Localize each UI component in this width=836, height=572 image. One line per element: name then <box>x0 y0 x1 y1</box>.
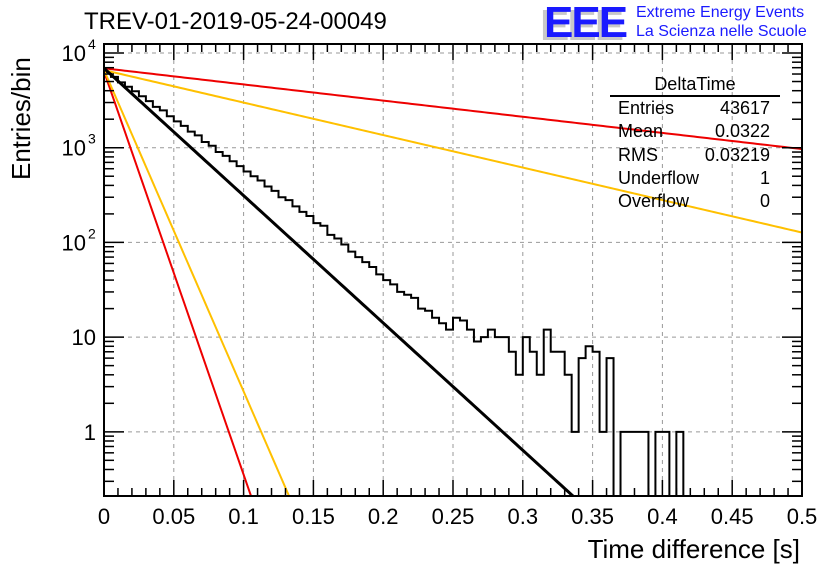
stats-row-underflow: Underflow 1 <box>610 167 780 190</box>
stats-label: Overflow <box>618 191 690 212</box>
x-tick-label: 0.25 <box>432 504 475 529</box>
stats-label: RMS <box>618 144 658 165</box>
x-tick-label: 0 <box>98 504 110 529</box>
stats-value: 0 <box>759 191 770 212</box>
curve-lower-yellow <box>104 69 291 496</box>
y-axis-label: Entries/bin <box>6 57 36 180</box>
eee-logo: EEE Extreme Energy Events La Scienza nel… <box>540 0 836 47</box>
stats-title: DeltaTime <box>610 74 780 97</box>
logo-mark: EEE <box>544 0 628 47</box>
stats-row-overflow: Overflow 0 <box>610 190 780 213</box>
stats-row-entries: Entries 43617 <box>610 97 780 120</box>
y-tick-label: 1 <box>84 420 96 445</box>
stats-row-rms: RMS 0.03219 <box>610 144 780 167</box>
stats-label: Underflow <box>618 167 700 188</box>
stats-row-mean: Mean 0.0322 <box>610 120 780 143</box>
x-tick-label: 0.45 <box>711 504 754 529</box>
stats-label: Entries <box>618 98 675 118</box>
x-tick-label: 0.05 <box>152 504 195 529</box>
curve-upper-yellow <box>104 69 802 234</box>
y-tick-exponent: 2 <box>88 225 96 241</box>
logo-line-2: La Scienza nelle Scuole <box>636 23 807 40</box>
y-tick-exponent: 4 <box>88 36 96 52</box>
x-tick-label: 0.35 <box>571 504 614 529</box>
stats-value: 43617 <box>719 98 770 118</box>
stats-value: 0.0322 <box>714 121 770 142</box>
chart-title: TREV-01-2019-05-24-00049 <box>84 8 387 35</box>
x-axis-label: Time difference [s] <box>587 534 800 564</box>
y-tick-exponent: 3 <box>88 131 96 147</box>
logo-line-1: Extreme Energy Events <box>636 4 805 21</box>
curve-upper-red <box>104 67 802 151</box>
x-tick-label: 0.2 <box>368 504 399 529</box>
histogram-outline <box>104 71 685 496</box>
stats-value: 0.03219 <box>704 144 770 165</box>
stats-value: 1 <box>759 167 770 188</box>
curve-fit <box>104 67 576 496</box>
x-axis-ticks: 0 0.05 0.1 0.15 0.2 0.25 0.3 0.35 0.4 0.45 0.5 <box>98 44 817 529</box>
y-tick-label: 10 <box>62 230 86 255</box>
x-tick-label: 0.15 <box>292 504 335 529</box>
stats-box: DeltaTime Entries 43617 Mean 0.0322 RMS … <box>610 74 780 213</box>
x-tick-label: 0.5 <box>787 504 818 529</box>
x-tick-label: 0.4 <box>647 504 678 529</box>
stats-label: Mean <box>618 121 664 142</box>
y-tick-label: 10 <box>72 325 96 350</box>
fit-curves <box>104 67 802 496</box>
x-tick-label: 0.1 <box>228 504 259 529</box>
curve-lower-red <box>104 71 253 496</box>
x-tick-label: 0.3 <box>508 504 539 529</box>
histogram <box>104 71 685 496</box>
y-tick-label: 10 <box>62 136 86 161</box>
y-tick-label: 10 <box>62 41 86 66</box>
